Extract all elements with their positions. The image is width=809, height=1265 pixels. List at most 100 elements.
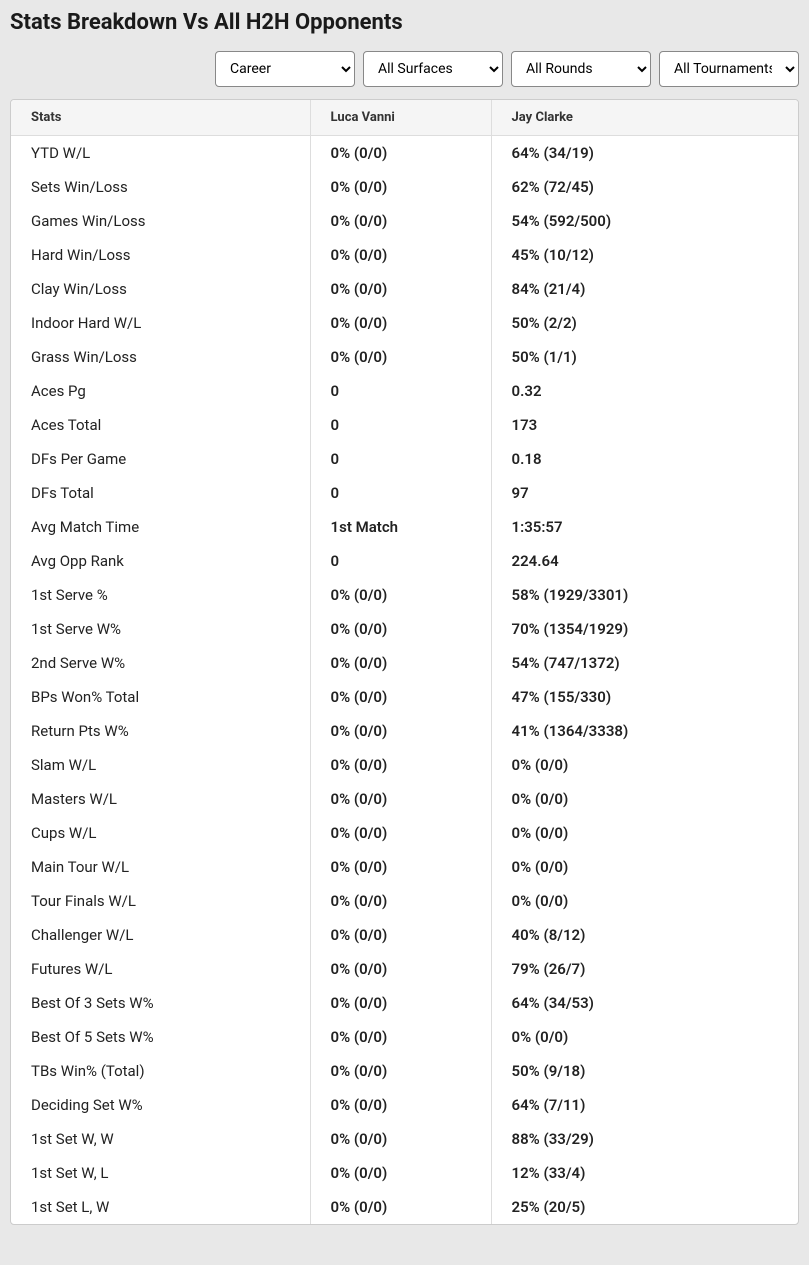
table-row: Futures W/L0% (0/0)79% (26/7) [11, 952, 798, 986]
stat-label: 1st Set L, W [11, 1190, 310, 1224]
stat-label: 1st Set W, W [11, 1122, 310, 1156]
stat-label: 1st Serve W% [11, 612, 310, 646]
player1-value: 0% (0/0) [310, 782, 491, 816]
player2-value: 70% (1354/1929) [491, 612, 798, 646]
player1-value: 0% (0/0) [310, 204, 491, 238]
tournament-select[interactable]: All Tournaments [659, 51, 799, 87]
player1-value: 0% (0/0) [310, 612, 491, 646]
stats-table: Stats Luca Vanni Jay Clarke YTD W/L0% (0… [11, 100, 798, 1224]
player2-value: 224.64 [491, 544, 798, 578]
table-row: 1st Set W, L0% (0/0)12% (33/4) [11, 1156, 798, 1190]
stat-label: Sets Win/Loss [11, 170, 310, 204]
player2-value: 0% (0/0) [491, 850, 798, 884]
player2-value: 62% (72/45) [491, 170, 798, 204]
stat-label: Avg Match Time [11, 510, 310, 544]
stat-label: TBs Win% (Total) [11, 1054, 310, 1088]
stat-label: DFs Per Game [11, 442, 310, 476]
stat-label: Return Pts W% [11, 714, 310, 748]
stat-label: DFs Total [11, 476, 310, 510]
stat-label: Challenger W/L [11, 918, 310, 952]
player1-value: 0% (0/0) [310, 1156, 491, 1190]
table-row: Hard Win/Loss0% (0/0)45% (10/12) [11, 238, 798, 272]
player2-value: 0.32 [491, 374, 798, 408]
player1-value: 0% (0/0) [310, 918, 491, 952]
player2-value: 0% (0/0) [491, 748, 798, 782]
player2-value: 0.18 [491, 442, 798, 476]
table-row: Masters W/L0% (0/0)0% (0/0) [11, 782, 798, 816]
col-stats: Stats [11, 100, 310, 136]
page-title: Stats Breakdown Vs All H2H Opponents [10, 10, 799, 35]
table-row: DFs Per Game00.18 [11, 442, 798, 476]
table-row: DFs Total097 [11, 476, 798, 510]
player1-value: 0 [310, 442, 491, 476]
career-select[interactable]: Career [215, 51, 355, 87]
table-row: Main Tour W/L0% (0/0)0% (0/0) [11, 850, 798, 884]
player2-value: 1:35:57 [491, 510, 798, 544]
player1-value: 0% (0/0) [310, 578, 491, 612]
player2-value: 64% (7/11) [491, 1088, 798, 1122]
stat-label: Games Win/Loss [11, 204, 310, 238]
stat-label: 1st Set W, L [11, 1156, 310, 1190]
player2-value: 50% (1/1) [491, 340, 798, 374]
stat-label: Aces Pg [11, 374, 310, 408]
player2-value: 45% (10/12) [491, 238, 798, 272]
stat-label: Main Tour W/L [11, 850, 310, 884]
player1-value: 0 [310, 544, 491, 578]
player1-value: 0% (0/0) [310, 238, 491, 272]
stat-label: Clay Win/Loss [11, 272, 310, 306]
player1-value: 0% (0/0) [310, 272, 491, 306]
player2-value: 47% (155/330) [491, 680, 798, 714]
table-row: 2nd Serve W%0% (0/0)54% (747/1372) [11, 646, 798, 680]
stat-label: Cups W/L [11, 816, 310, 850]
player2-value: 0% (0/0) [491, 884, 798, 918]
table-row: 1st Set L, W0% (0/0)25% (20/5) [11, 1190, 798, 1224]
player1-value: 0% (0/0) [310, 136, 491, 171]
player2-value: 173 [491, 408, 798, 442]
player2-value: 64% (34/19) [491, 136, 798, 171]
player2-value: 58% (1929/3301) [491, 578, 798, 612]
player1-value: 0% (0/0) [310, 748, 491, 782]
stat-label: Avg Opp Rank [11, 544, 310, 578]
player1-value: 0% (0/0) [310, 884, 491, 918]
player1-value: 0% (0/0) [310, 170, 491, 204]
table-row: Challenger W/L0% (0/0)40% (8/12) [11, 918, 798, 952]
player1-value: 0% (0/0) [310, 986, 491, 1020]
stat-label: Grass Win/Loss [11, 340, 310, 374]
table-row: Sets Win/Loss0% (0/0)62% (72/45) [11, 170, 798, 204]
table-row: Aces Total0173 [11, 408, 798, 442]
player1-value: 0% (0/0) [310, 1190, 491, 1224]
stat-label: 2nd Serve W% [11, 646, 310, 680]
stat-label: Best Of 5 Sets W% [11, 1020, 310, 1054]
table-row: BPs Won% Total0% (0/0)47% (155/330) [11, 680, 798, 714]
player1-value: 0% (0/0) [310, 340, 491, 374]
player1-value: 0% (0/0) [310, 850, 491, 884]
stat-label: YTD W/L [11, 136, 310, 171]
player1-value: 0 [310, 408, 491, 442]
player2-value: 79% (26/7) [491, 952, 798, 986]
stat-label: Aces Total [11, 408, 310, 442]
table-row: Aces Pg00.32 [11, 374, 798, 408]
round-select[interactable]: All Rounds [511, 51, 651, 87]
stat-label: Best Of 3 Sets W% [11, 986, 310, 1020]
col-player2: Jay Clarke [491, 100, 798, 136]
player2-value: 41% (1364/3338) [491, 714, 798, 748]
table-row: 1st Serve %0% (0/0)58% (1929/3301) [11, 578, 798, 612]
surface-select[interactable]: All Surfaces [363, 51, 503, 87]
table-row: 1st Set W, W0% (0/0)88% (33/29) [11, 1122, 798, 1156]
stat-label: 1st Serve % [11, 578, 310, 612]
table-row: Indoor Hard W/L0% (0/0)50% (2/2) [11, 306, 798, 340]
table-row: Games Win/Loss0% (0/0)54% (592/500) [11, 204, 798, 238]
player2-value: 88% (33/29) [491, 1122, 798, 1156]
player2-value: 54% (592/500) [491, 204, 798, 238]
table-row: Cups W/L0% (0/0)0% (0/0) [11, 816, 798, 850]
player2-value: 0% (0/0) [491, 816, 798, 850]
player1-value: 0% (0/0) [310, 816, 491, 850]
col-player1: Luca Vanni [310, 100, 491, 136]
player1-value: 0 [310, 476, 491, 510]
stat-label: Deciding Set W% [11, 1088, 310, 1122]
player1-value: 0% (0/0) [310, 680, 491, 714]
stat-label: Slam W/L [11, 748, 310, 782]
stat-label: Masters W/L [11, 782, 310, 816]
player1-value: 1st Match [310, 510, 491, 544]
player1-value: 0% (0/0) [310, 1088, 491, 1122]
